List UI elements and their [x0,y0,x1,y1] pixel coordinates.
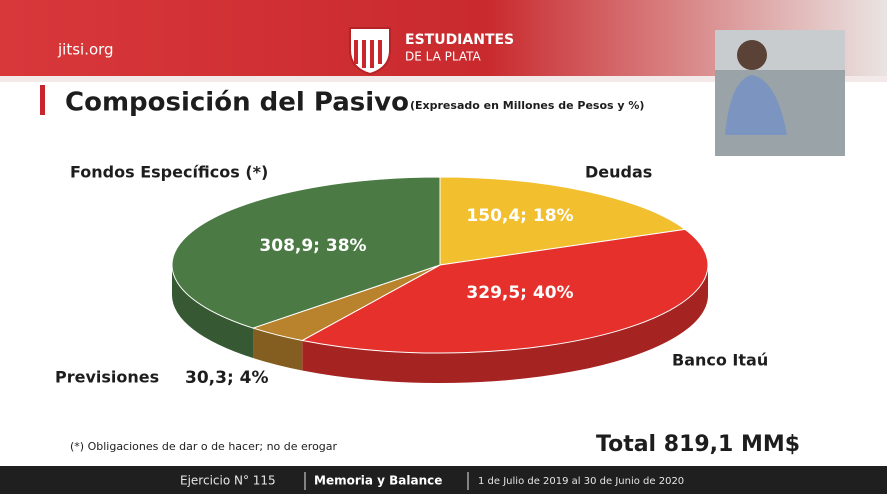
slice [439,176,687,266]
value-label: 329,5; 40% [466,283,573,303]
slice-side [302,265,708,383]
category-label: Banco Itaú [672,351,768,370]
webcam-wall [715,30,845,70]
speaker-head [737,40,767,70]
chart-title: Composición del Pasivo [65,88,409,118]
title-accent [40,85,45,115]
slice-side [253,328,303,371]
category-label: Fondos Específicos (*) [70,163,268,182]
value-label: 308,9; 38% [259,236,366,256]
slice-side [172,265,254,359]
footer-document: Memoria y Balance [314,474,442,488]
chart-note: (*) Obligaciones de dar o de hacer; no d… [70,440,338,453]
value-label: 30,3; 4% [185,368,269,388]
category-label: Deudas [585,163,652,182]
header-edge [0,76,887,82]
chart-subtitle: (Expresado en Millones de Pesos y %) [410,99,644,112]
jitsi-brand: jitsi.org [57,41,114,59]
footer-bar [0,466,887,494]
chart-total: Total 819,1 MM$ [596,432,800,457]
speaker-body [725,75,787,135]
shield-stripes [354,40,382,68]
slice [300,228,709,354]
pie-chart: Deudas 150,4; 18% Banco Itaú 329,5; 40% Prev… [55,163,768,389]
slice [171,176,441,329]
value-label: 150,4; 18% [466,206,573,226]
club-city: DE LA PLATA [405,50,481,64]
footer-exercise: Ejercicio N° 115 [180,474,276,488]
category-label: Previsiones [55,368,159,387]
club-name: ESTUDIANTES [405,32,514,48]
footer-period: 1 de Julio de 2019 al 30 de Junio de 202… [478,476,684,487]
